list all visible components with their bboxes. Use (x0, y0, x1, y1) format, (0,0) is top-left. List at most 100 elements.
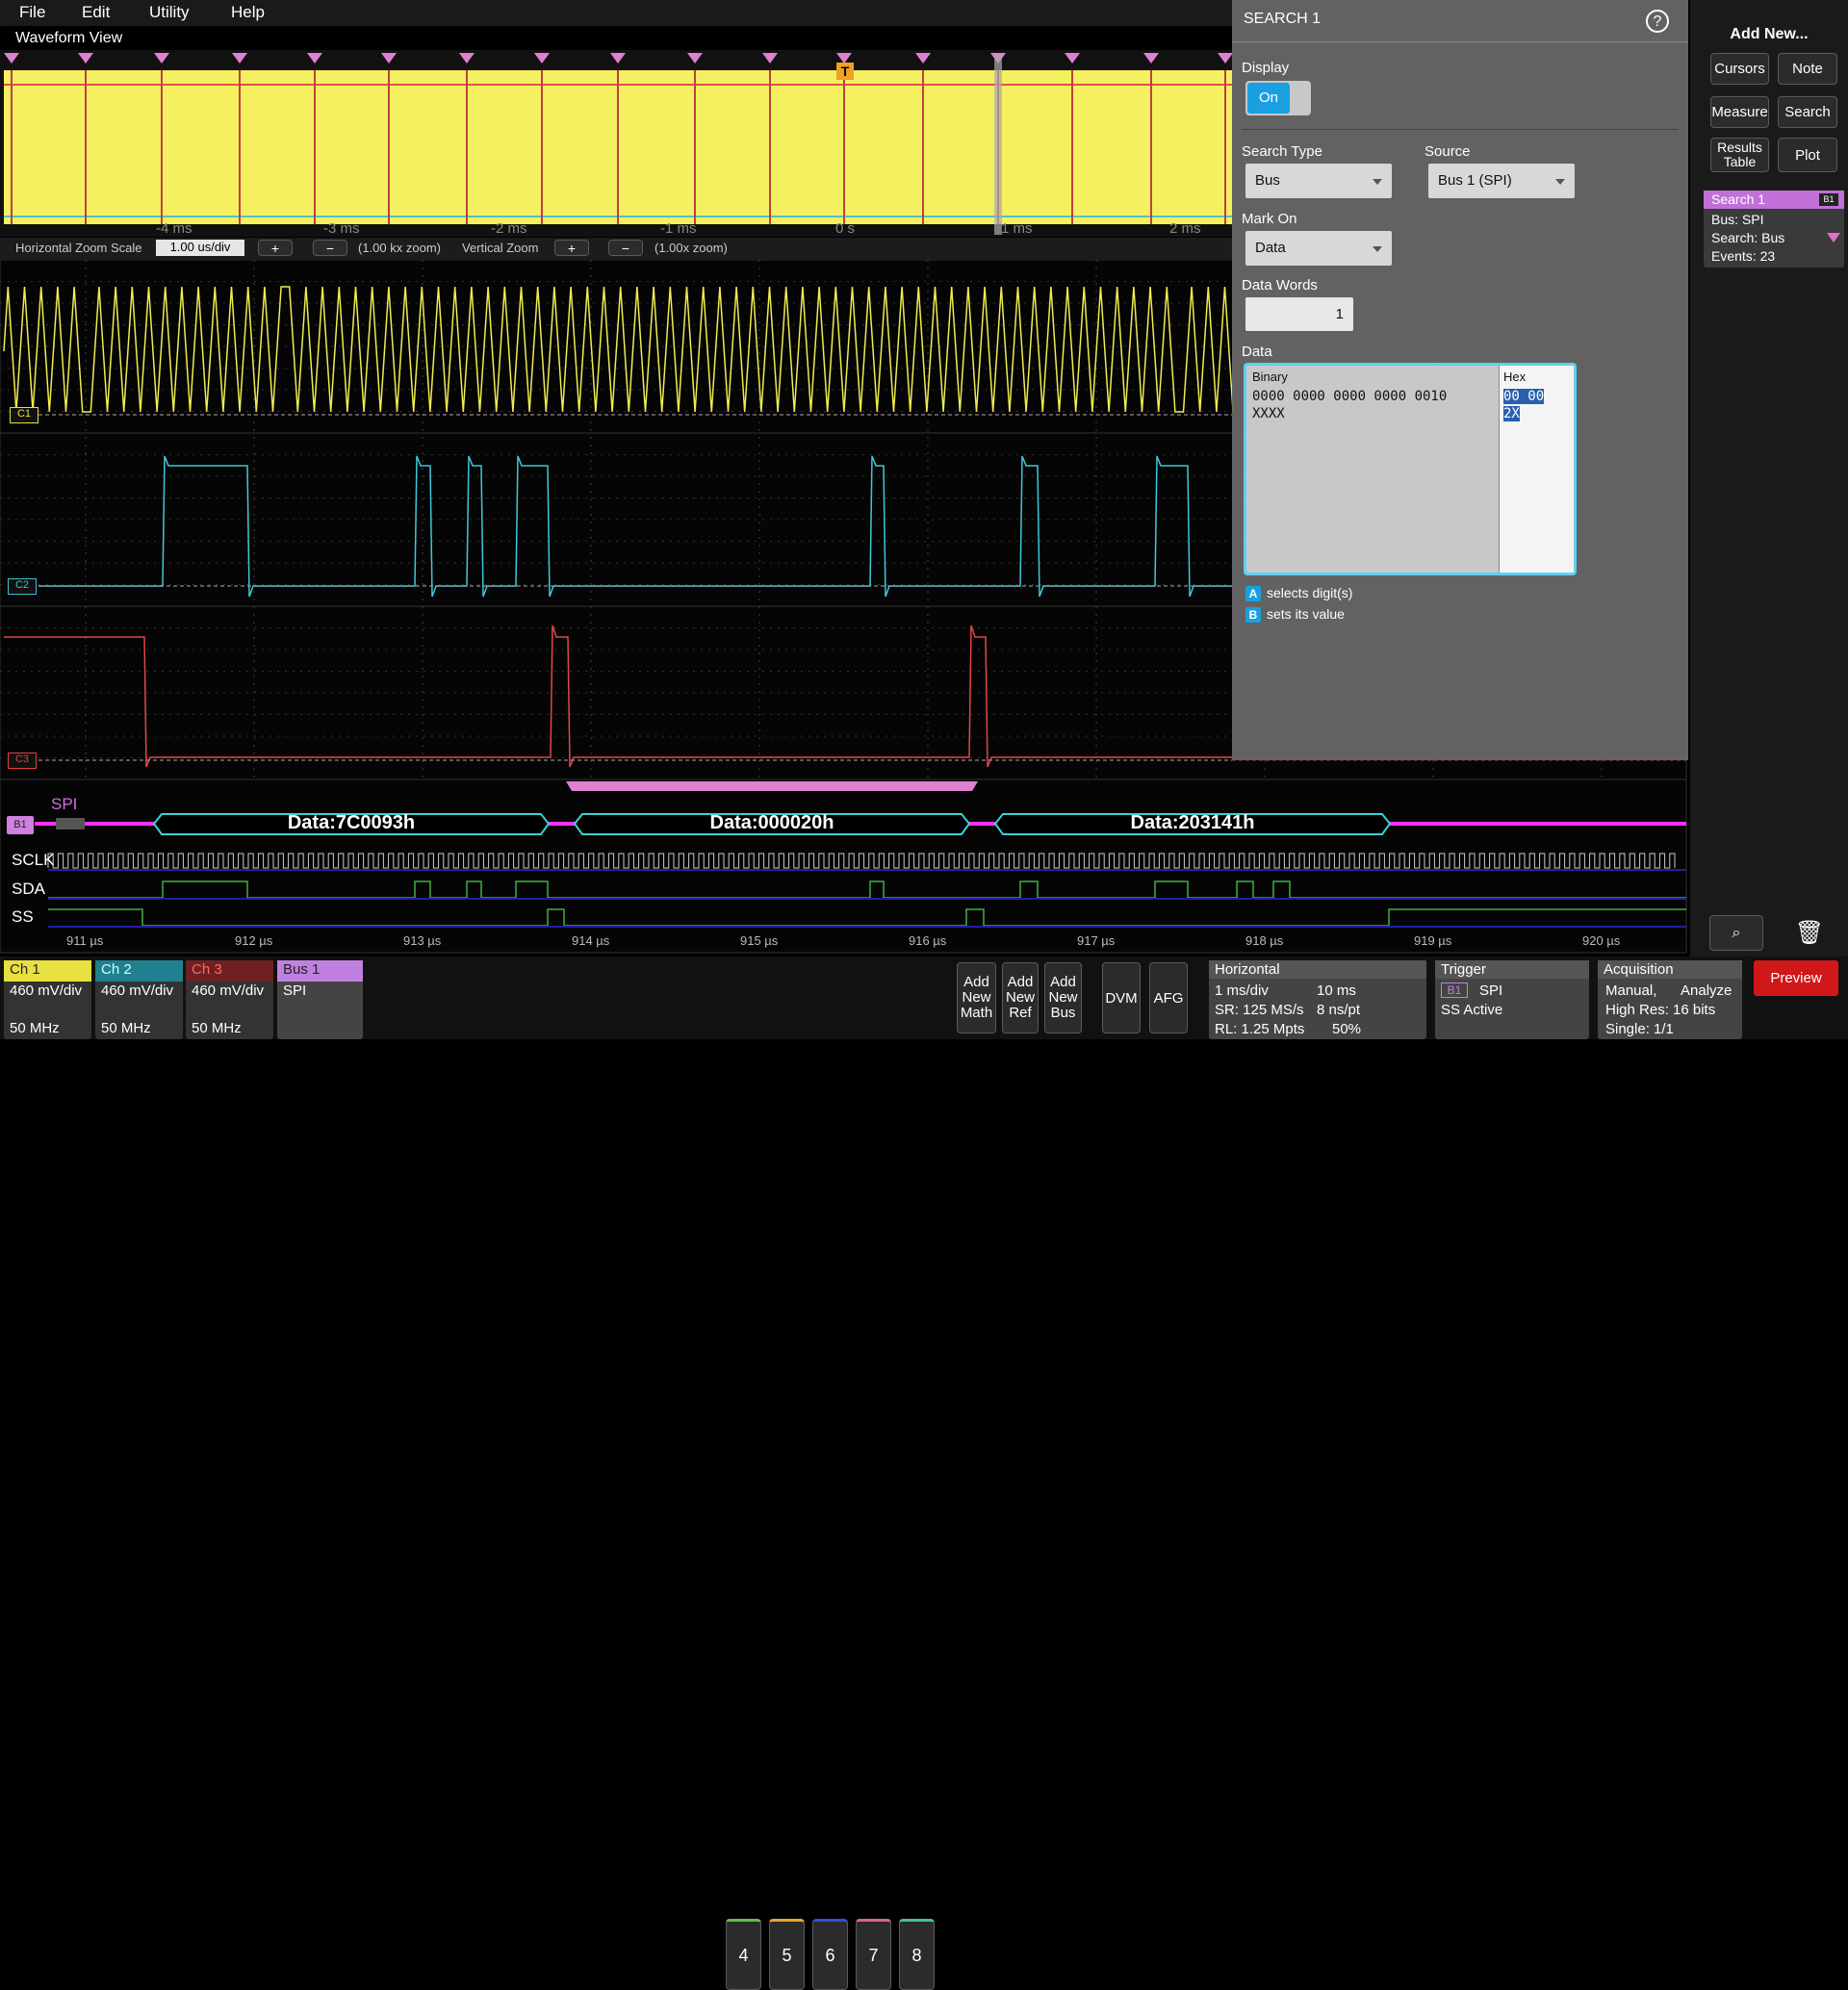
overview-time: -1 ms (660, 219, 697, 238)
field-label: Mark On (1242, 211, 1297, 227)
add-math[interactable]: Add New Math (957, 962, 996, 1033)
add-button[interactable]: Plot (1778, 138, 1837, 172)
horizontal-item: SR: 125 MS/s (1215, 1001, 1304, 1019)
search-range (566, 781, 978, 791)
channel-button[interactable]: 7 (856, 1919, 891, 1990)
card-line: Bus: SPI (1711, 212, 1763, 227)
box-title: Trigger (1435, 960, 1589, 979)
overview-time: -3 ms (323, 219, 360, 238)
acq-item: Manual, (1605, 982, 1656, 1000)
help-button[interactable]: ? (1646, 10, 1669, 33)
horizontal-box[interactable]: Horizontal 1 ms/div 10 ms SR: 125 MS/s 8… (1209, 960, 1426, 1039)
hint-text: sets its value (1267, 606, 1345, 622)
hex-line: 2X (1503, 406, 1520, 421)
acquisition-box[interactable]: Acquisition Manual, Analyze High Res: 16… (1598, 960, 1742, 1039)
dropdown[interactable]: Bus 1 (SPI) (1428, 164, 1575, 198)
zoom-in[interactable]: + (258, 240, 293, 256)
zoom-value[interactable]: 1.00 us/div (156, 240, 244, 256)
field-label: Search Type (1242, 143, 1322, 160)
channel-title: Ch 2 (95, 960, 183, 982)
add-button[interactable]: Search (1778, 96, 1837, 128)
delete-button[interactable]: 🗑 (1783, 915, 1836, 951)
zoom-label: Horizontal Zoom Scale (15, 241, 142, 255)
channel-button[interactable]: 4 (726, 1919, 761, 1990)
overview-time: 2 ms (1169, 219, 1201, 238)
binary-line: XXXX (1252, 406, 1285, 421)
dropdown[interactable]: Data (1245, 231, 1392, 266)
field-label: Display (1242, 60, 1289, 76)
bus-packet: Data:000020h (575, 812, 969, 834)
menu-item[interactable]: Edit (82, 3, 110, 22)
pane-label: Hex (1503, 370, 1526, 384)
number-input[interactable]: 1 (1245, 297, 1353, 331)
panel-title: SEARCH 1 (1244, 11, 1321, 28)
channel-scale: 460 mV/div (101, 982, 173, 1000)
trigger-badge: B1 (1441, 982, 1468, 998)
trigger-box[interactable]: Trigger B1 SPI SS Active (1435, 960, 1589, 1039)
zoom-tool[interactable]: ⌕ (1709, 915, 1763, 951)
zoom-bar: Horizontal Zoom Scale 1.00 us/div + − (1… (0, 238, 1232, 259)
trigger-marker: T (836, 63, 854, 80)
zoom-in[interactable]: + (554, 240, 589, 256)
menu-item[interactable]: Help (231, 3, 265, 22)
toggle-state: On (1247, 83, 1290, 114)
add-button[interactable]: Results Table (1710, 138, 1769, 172)
search-card[interactable]: Search 1 B1 Bus: SPI Search: Bus Events:… (1704, 191, 1844, 268)
menu-item[interactable]: Utility (149, 3, 190, 22)
channel-badge: C1 (10, 407, 38, 423)
add-button[interactable]: Cursors (1710, 53, 1769, 85)
acq-item: Single: 1/1 (1605, 1020, 1674, 1038)
zoom-out[interactable]: − (608, 240, 643, 256)
horizontal-item: RL: 1.25 Mpts (1215, 1020, 1304, 1038)
hex-pane[interactable]: Hex 00 00 2X (1499, 366, 1574, 573)
add-button[interactable]: Measure (1710, 96, 1769, 128)
channel-scale: 460 mV/div (192, 982, 264, 1000)
field-label: Data Words (1242, 277, 1318, 293)
menu-item[interactable]: File (19, 3, 45, 22)
card-line: Events: 23 (1711, 248, 1775, 264)
dropdown[interactable]: Bus (1245, 164, 1392, 198)
toggle[interactable]: On (1245, 81, 1311, 115)
acq-item: High Res: 16 bits (1605, 1001, 1715, 1019)
preview-button[interactable]: Preview (1754, 960, 1838, 996)
time-label: 915 µs (740, 933, 778, 948)
horizontal-item: 50% (1332, 1020, 1361, 1038)
afg-button[interactable]: AFG (1149, 962, 1188, 1033)
body: File Edit Utility Help Waveform View T -… (0, 0, 1848, 1039)
field-label: Source (1424, 143, 1471, 160)
channel-box[interactable]: Ch 3 460 mV/div 50 MHz (186, 960, 273, 1039)
channel-box[interactable]: Ch 2 460 mV/div 50 MHz (95, 960, 183, 1039)
data-editor[interactable]: Binary 0000 0000 0000 0000 0010 XXXX Hex… (1244, 363, 1577, 575)
signal-label: SS (12, 907, 34, 927)
bus-protocol: SPI (283, 982, 306, 1000)
time-label: 912 µs (235, 933, 272, 948)
card-line: Search: Bus (1711, 230, 1784, 245)
dvm-button[interactable]: DVM (1102, 962, 1141, 1033)
channel-button[interactable]: 5 (769, 1919, 805, 1990)
channel-bw: 50 MHz (192, 1019, 242, 1037)
add-ref[interactable]: Add New Ref (1002, 962, 1039, 1033)
channel-button[interactable]: 8 (899, 1919, 935, 1990)
channel-button[interactable]: 6 (812, 1919, 848, 1990)
time-label: 920 µs (1582, 933, 1620, 948)
channel-title: Ch 1 (4, 960, 91, 982)
time-label: 919 µs (1414, 933, 1451, 948)
zoom-factor: (1.00 kx zoom) (358, 241, 441, 255)
zoom-out[interactable]: − (313, 240, 347, 256)
side-title: Add New... (1690, 26, 1848, 43)
add-button[interactable]: Note (1778, 53, 1837, 85)
bus-name: SPI (51, 795, 77, 814)
add-bus[interactable]: Add New Bus (1044, 962, 1082, 1033)
time-label: 917 µs (1077, 933, 1115, 948)
horizontal-item: 1 ms/div (1215, 982, 1269, 1000)
bus-box[interactable]: Bus 1 SPI (277, 960, 363, 1039)
channel-badge: C3 (8, 753, 37, 769)
menu-bar: File Edit Utility Help (0, 0, 1232, 26)
time-label: 914 µs (572, 933, 609, 948)
signal-label: SCLK (12, 851, 54, 870)
bus-packet: Data:7C0093h (154, 812, 549, 834)
channel-box[interactable]: Ch 1 460 mV/div 50 MHz (4, 960, 91, 1039)
overview-time: -2 ms (491, 219, 527, 238)
time-label: 916 µs (909, 933, 946, 948)
bottom-bar: Ch 1 460 mV/div 50 MHz Ch 2 460 mV/div 5… (0, 957, 1848, 1039)
